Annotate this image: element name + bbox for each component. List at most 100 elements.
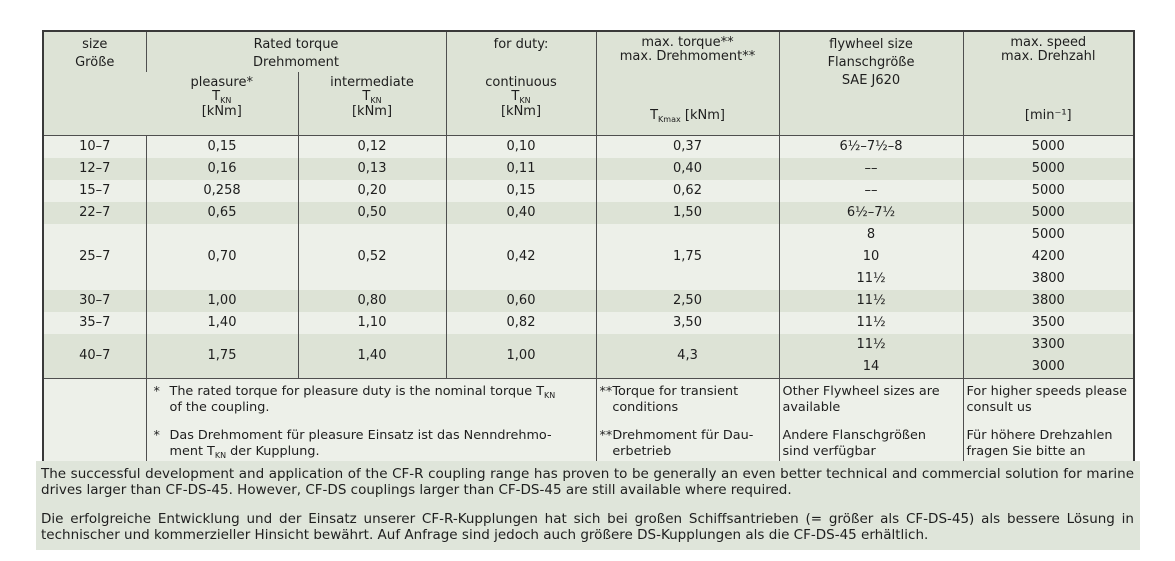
- header-flywheel: flywheel size Flanschgröße SAE J620: [778, 31, 964, 136]
- cell-continuous: 0,11: [445, 157, 597, 180]
- cell-max_torque: 3,50: [595, 311, 780, 334]
- cell-size: 12–7: [43, 157, 146, 180]
- cell-intermediate: 0,80: [297, 289, 447, 312]
- cell-intermediate: 0,13: [297, 157, 447, 180]
- table-row: 40–7 1,75 1,40 1,00 4,3 11½ 14 3300 3000: [43, 333, 1135, 378]
- coupling-spec-table-wrap: size Größe Rated torque Drehmoment for d…: [42, 30, 1136, 470]
- header-continuous-symbol: TKN: [511, 89, 531, 105]
- cell-flywheel: 11½ 14: [778, 333, 964, 378]
- description-paragraph-de: Die erfolgreiche Entwicklung und der Ein…: [41, 511, 1134, 543]
- cell-pleasure: 1,40: [145, 311, 298, 334]
- footnote-item: * Das Drehmoment für pleasure Einsatz is…: [150, 428, 593, 460]
- cell-max_torque: 1,75: [595, 223, 780, 290]
- header-pleasure: pleasure* TKN [kNm]: [146, 72, 298, 136]
- footnote-marker: **: [599, 383, 613, 399]
- table-row: 22–7 0,65 0,50 0,40 1,50 6½–7½ 5000: [43, 201, 1135, 224]
- cell-flywheel: 11½: [778, 311, 964, 334]
- table-row: 25–7 0,70 0,52 0,42 1,75 8 10 11½ 5000 4200 38…: [43, 223, 1135, 290]
- cell-continuous: 0,60: [445, 289, 597, 312]
- cell-size: 15–7: [43, 179, 146, 202]
- footnote-marker: *: [153, 427, 160, 443]
- footnote-item: * The rated torque for pleasure duty is …: [150, 384, 593, 416]
- footnote-item: ** Torque for transient conditions: [600, 384, 776, 416]
- cell-continuous: 0,10: [445, 135, 597, 158]
- cell-max_torque: 4,3: [595, 333, 780, 378]
- table-footnotes: * The rated torque for pleasure duty is …: [43, 377, 1135, 469]
- cell-pleasure: 0,65: [145, 201, 298, 224]
- cell-max_torque: 0,37: [595, 135, 780, 158]
- cell-flywheel: 8 10 11½: [778, 223, 964, 290]
- cell-size: 35–7: [43, 311, 146, 334]
- cell-continuous: 0,82: [445, 311, 597, 334]
- cell-max_torque: 2,50: [595, 289, 780, 312]
- header-max-speed-unit: [min⁻¹]: [1024, 107, 1072, 123]
- cell-flywheel: 6½–7½: [778, 201, 964, 224]
- cell-continuous: 1,00: [445, 333, 597, 378]
- cell-continuous: 0,42: [445, 223, 597, 290]
- cell-size: 22–7: [43, 201, 146, 224]
- description-paragraph-en: The successful development and applicati…: [41, 466, 1134, 498]
- cell-speed: 5000: [962, 157, 1135, 180]
- cell-intermediate: 0,20: [297, 179, 447, 202]
- header-pleasure-symbol: TKN: [212, 89, 232, 105]
- cell-pleasure: 1,00: [145, 289, 298, 312]
- table-row: 30–7 1,00 0,80 0,60 2,50 11½ 3800: [43, 289, 1135, 312]
- footnote-text: Für höhere Drehzahlen fragen Sie bitte a…: [966, 427, 1113, 459]
- cell-flywheel: ––: [778, 179, 964, 202]
- cell-speed: 5000: [962, 135, 1135, 158]
- cell-size: 40–7: [43, 333, 146, 378]
- description-block: The successful development and applicati…: [36, 461, 1140, 550]
- table-header: size Größe Rated torque Drehmoment for d…: [43, 31, 1135, 136]
- header-for-duty: for duty:: [445, 31, 597, 72]
- cell-pleasure: 0,16: [145, 157, 298, 180]
- cell-max_torque: 0,62: [595, 179, 780, 202]
- cell-speed: 3300 3000: [962, 333, 1135, 378]
- cell-max_torque: 0,40: [595, 157, 780, 180]
- cell-flywheel: ––: [778, 157, 964, 180]
- header-intermediate-symbol: TKN: [362, 89, 382, 105]
- header-size: size Größe: [43, 31, 146, 136]
- footnote-flywheel: Other Flywheel sizes are available Ander…: [778, 377, 964, 469]
- cell-intermediate: 0,52: [297, 223, 447, 290]
- footnote-size-empty: [43, 377, 146, 469]
- cell-size: 10–7: [43, 135, 146, 158]
- table-row: 12–7 0,16 0,13 0,11 0,40 –– 5000: [43, 157, 1135, 180]
- footnote-text: Andere Flanschgrößen sind verfügbar: [782, 427, 926, 459]
- header-max-torque-symbol: TKmax [kNm]: [650, 107, 725, 124]
- cell-pleasure: 1,75: [145, 333, 298, 378]
- footnote-text: Other Flywheel sizes are available: [782, 383, 940, 415]
- header-max-speed: max. speed max. Drehzahl [min⁻¹]: [962, 31, 1135, 136]
- cell-pleasure: 0,70: [145, 223, 298, 290]
- cell-max_torque: 1,50: [595, 201, 780, 224]
- footnote-text: The rated torque for pleasure duty is th…: [169, 383, 556, 415]
- cell-intermediate: 1,40: [297, 333, 447, 378]
- table-row: 15–7 0,258 0,20 0,15 0,62 –– 5000: [43, 179, 1135, 202]
- table-row: 10–7 0,15 0,12 0,10 0,37 6½–7½–8 5000: [43, 135, 1135, 158]
- cell-intermediate: 0,12: [297, 135, 447, 158]
- footnote-max-torque: ** Torque for transient conditions ** Dr…: [595, 377, 780, 469]
- footnote-text: Das Drehmoment für pleasure Einsatz ist …: [169, 427, 552, 460]
- table-body: 10–7 0,15 0,12 0,10 0,37 6½–7½–8 5000 12–7 0,16 0…: [43, 135, 1135, 378]
- cell-speed: 3500: [962, 311, 1135, 334]
- header-max-torque: max. torque** max. Drehmoment** TKmax [k…: [595, 31, 780, 136]
- cell-speed: 5000 4200 3800: [962, 223, 1135, 290]
- footnote-text: Torque for transient conditions: [612, 383, 739, 415]
- cell-speed: 5000: [962, 179, 1135, 202]
- footnote-item: ** Drehmoment für Dau- erbetrieb: [600, 428, 776, 460]
- footnote-rated-torque: * The rated torque for pleasure duty is …: [145, 377, 597, 469]
- header-rated-torque: Rated torque Drehmoment: [145, 31, 447, 72]
- specs-table: size Größe Rated torque Drehmoment for d…: [42, 30, 1136, 470]
- cell-pleasure: 0,15: [145, 135, 298, 158]
- cell-intermediate: 1,10: [297, 311, 447, 334]
- cell-continuous: 0,40: [445, 201, 597, 224]
- cell-intermediate: 0,50: [297, 201, 447, 224]
- footnote-marker: **: [599, 427, 613, 443]
- table-row: 35–7 1,40 1,10 0,82 3,50 11½ 3500: [43, 311, 1135, 334]
- footnote-marker: *: [153, 383, 160, 399]
- header-intermediate: intermediate TKN [kNm]: [297, 72, 447, 136]
- footnote-text: For higher speeds please consult us: [966, 383, 1128, 415]
- cell-size: 25–7: [43, 223, 146, 290]
- cell-size: 30–7: [43, 289, 146, 312]
- header-continuous: continuous TKN [kNm]: [445, 72, 597, 136]
- cell-flywheel: 11½: [778, 289, 964, 312]
